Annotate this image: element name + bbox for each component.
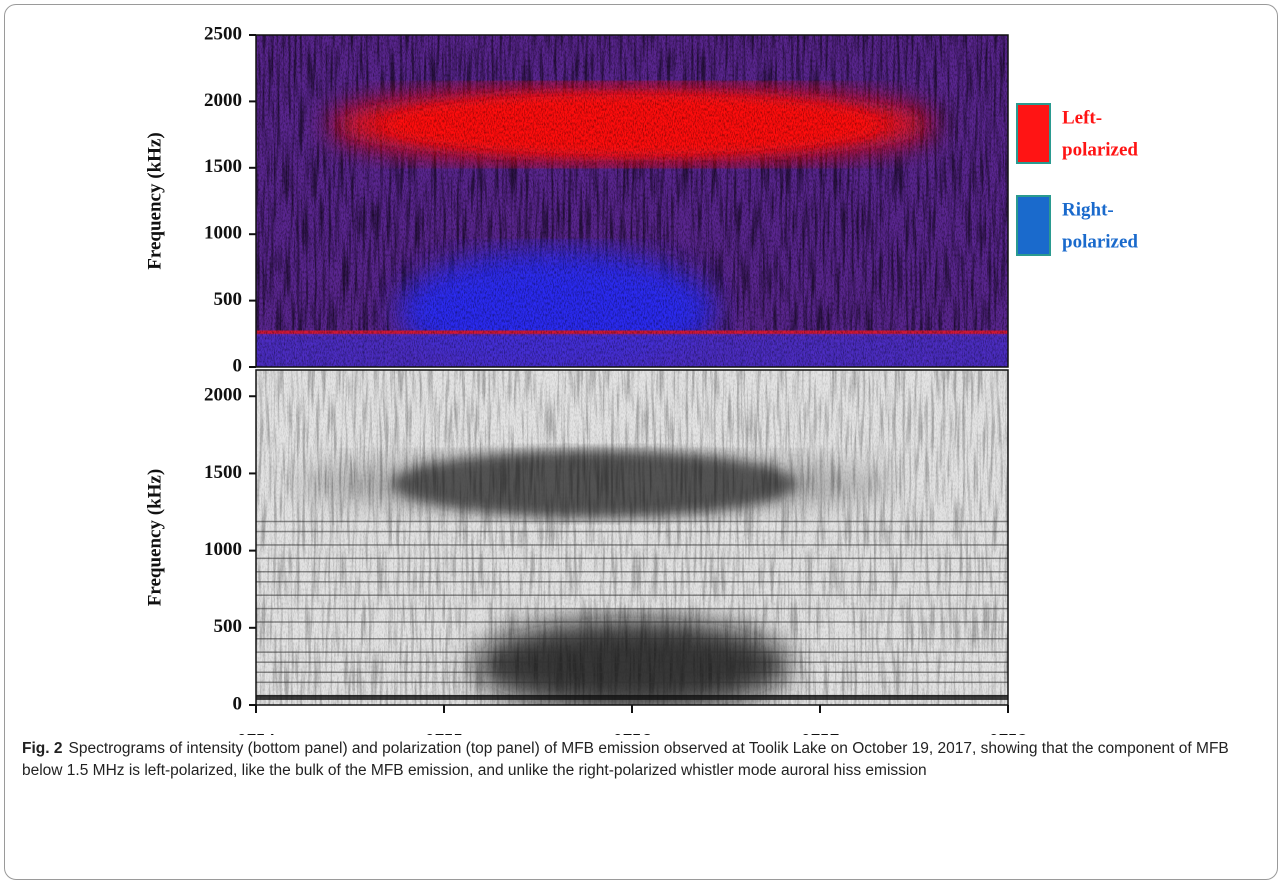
band-line: [256, 557, 1008, 560]
y-tick-label: 1000: [204, 539, 242, 560]
figure-frame: [4, 4, 1278, 880]
streaks: [256, 370, 1008, 705]
x-tick-label: 0758: [989, 730, 1027, 735]
y-tick-label: 0: [233, 693, 243, 714]
y-axis-label: Frequency (kHz): [144, 469, 165, 606]
band-line: [256, 571, 1008, 573]
y-tick-label: 1500: [204, 156, 242, 177]
band-line: [256, 621, 1008, 623]
legend-label: Left-: [1062, 107, 1102, 128]
x-tick-label: 0757: [801, 730, 840, 735]
y-axis-label: Frequency (kHz): [144, 132, 165, 269]
x-tick-label: 0755: [425, 730, 463, 735]
band-line: [256, 671, 1008, 673]
legend-label: polarized: [1062, 231, 1138, 252]
x-tick-label: 0754: [237, 730, 276, 735]
band-line: [256, 544, 1008, 546]
band-line: [256, 681, 1008, 684]
caption-label: Fig. 2: [22, 740, 63, 757]
band-line: [256, 520, 1008, 523]
y-tick-label: 1000: [204, 223, 242, 244]
band-line: [256, 581, 1008, 583]
x-tick-label: 0756: [613, 730, 651, 735]
y-tick-label: 0: [233, 355, 243, 376]
legend-swatch: [1016, 103, 1051, 164]
legend-swatch: [1016, 195, 1051, 256]
noise: [256, 35, 1008, 367]
y-tick-label: 2500: [204, 23, 242, 44]
band-line: [256, 530, 1008, 533]
y-tick-label: 500: [214, 289, 243, 310]
legend-label: Right-: [1062, 199, 1114, 220]
legend-label: polarized: [1062, 139, 1138, 160]
spectrogram-image: [256, 35, 1008, 367]
band-line: [256, 607, 1008, 610]
band-line: [256, 661, 1008, 663]
y-tick-label: 2000: [204, 385, 242, 406]
panel-border: [255, 34, 1009, 368]
band-line: [256, 651, 1008, 653]
base-band: [256, 694, 1008, 700]
y-tick-label: 1500: [204, 462, 242, 483]
y-tick-label: 2000: [204, 90, 242, 111]
band-line: [256, 638, 1008, 640]
figure: 0 500 1000 1500 2000 2500 Frequency (kHz) Left-…: [144, 23, 1138, 735]
y-tick-label: 500: [214, 616, 243, 637]
caption: Fig. 2 Spectrograms of intensity (bottom …: [22, 738, 1252, 782]
caption-text: Spectrograms of intensity (bottom panel)…: [22, 740, 1229, 779]
band-line: [256, 594, 1008, 596]
spectrogram-image: [256, 370, 1008, 705]
